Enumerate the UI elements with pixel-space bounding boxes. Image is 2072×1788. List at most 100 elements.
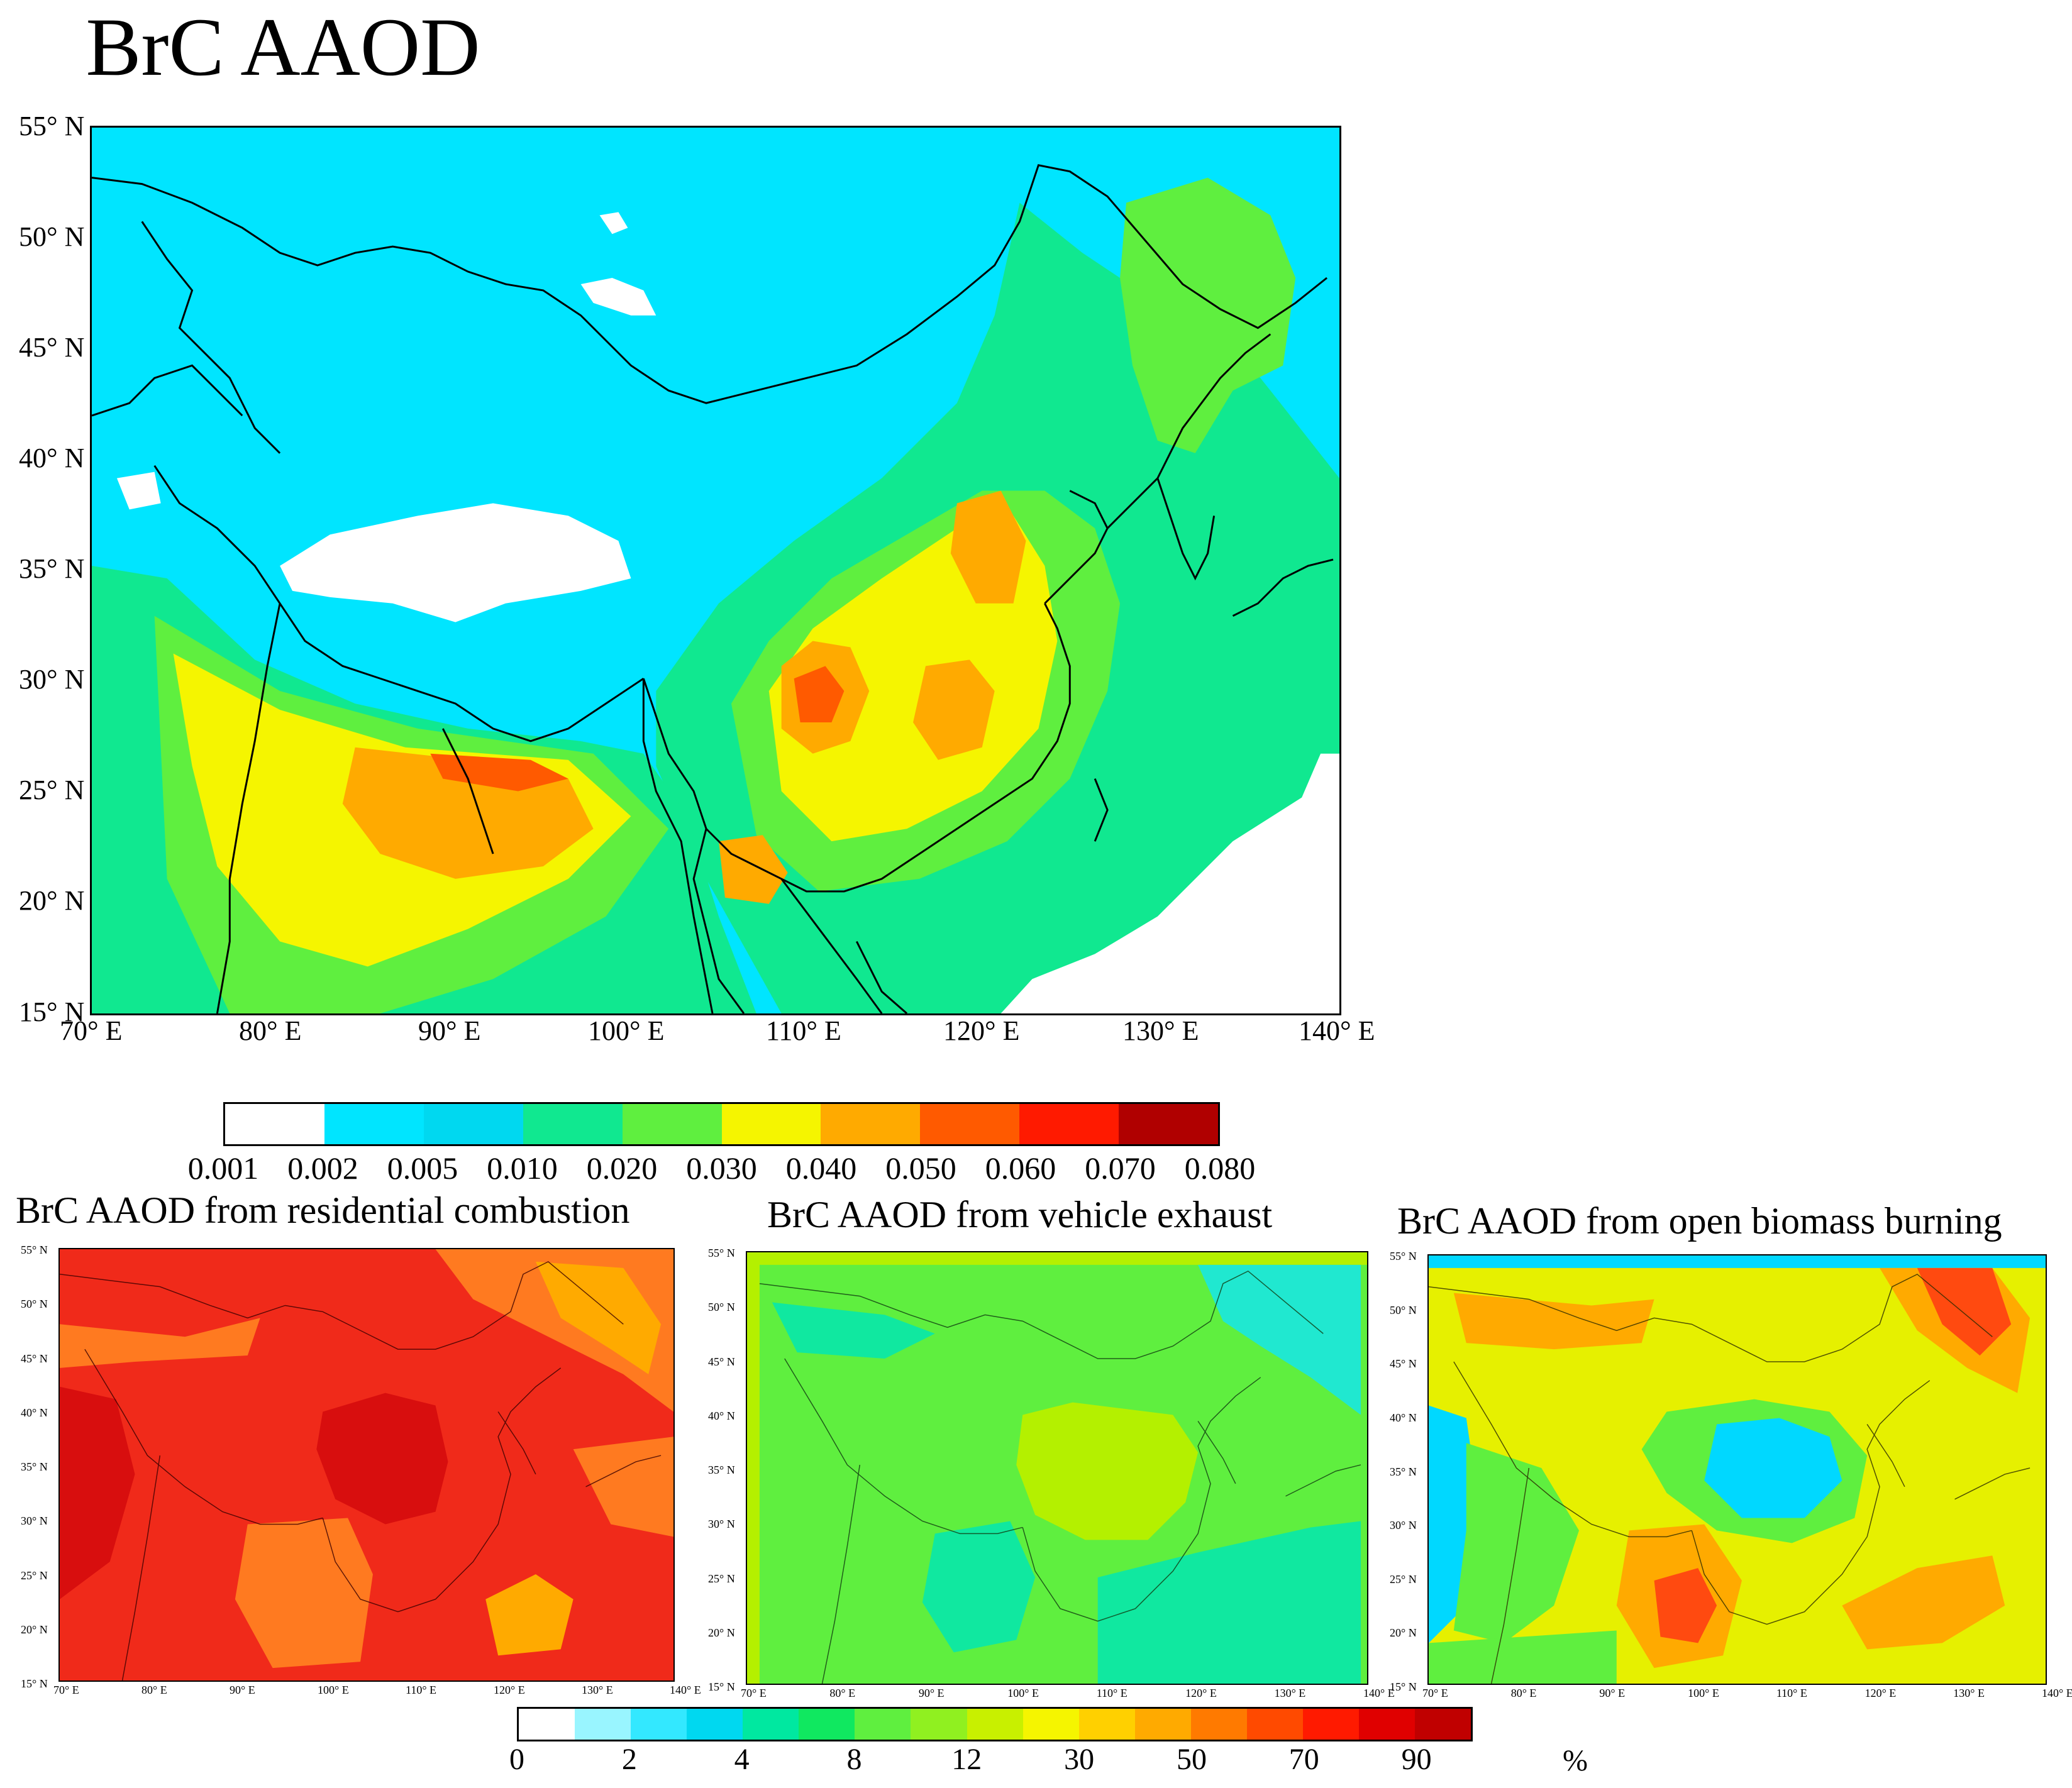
colorbar-swatch	[631, 1709, 687, 1740]
small-map-lat-label: 20° N	[21, 1623, 48, 1636]
small-map-lat-label: 45° N	[1390, 1357, 1417, 1371]
colorbar-tick-label: 2	[621, 1743, 637, 1776]
contour-orange-east	[573, 1437, 673, 1537]
colorbar-swatch	[519, 1709, 575, 1740]
colorbar-unit-label: %	[1563, 1744, 1588, 1777]
main-lat-label-20: 20° N	[19, 885, 85, 916]
colorbar-tick-label: 0.050	[885, 1151, 956, 1186]
small-map-lat-label: 30° N	[21, 1515, 48, 1528]
main-lat-label-25: 25° N	[19, 775, 85, 805]
small-map-lon-label: 140° E	[670, 1684, 701, 1696]
contour-cyan-central	[1704, 1418, 1842, 1518]
small-map-lat-label: 25° N	[1390, 1572, 1417, 1586]
small-map-lat-label: 20° N	[1390, 1626, 1417, 1640]
contour-red-ganges	[430, 753, 568, 792]
bottom-colorbar	[517, 1707, 1473, 1741]
contour-lightgreen-northeast	[1120, 177, 1296, 453]
small-map-lon-label: 110° E	[1096, 1687, 1127, 1699]
small-map-lat-label: 35° N	[1390, 1465, 1417, 1478]
small-map-lon-label: 90° E	[230, 1684, 255, 1696]
small-map-lat-label: 30° N	[1390, 1519, 1417, 1532]
colorbar-tick-label: 0.040	[785, 1151, 857, 1186]
contour-orange-indochina	[235, 1518, 373, 1669]
blank-pacific	[1000, 753, 1339, 1013]
colorbar-swatch	[1078, 1709, 1135, 1740]
colorbar-tick-label: 90	[1401, 1743, 1432, 1776]
colorbar-swatch	[821, 1104, 921, 1144]
small-map-lon-label: 90° E	[918, 1687, 945, 1699]
small-map-lon-label: 140° E	[2042, 1687, 2072, 1699]
colorbar-tick-label: 0.030	[686, 1151, 757, 1186]
contour-red-northeast	[1917, 1267, 2012, 1356]
colorbar-swatch	[1246, 1709, 1303, 1740]
contour-cyan-northeast	[1198, 1264, 1361, 1415]
small-map-lat-label: 25° N	[708, 1572, 735, 1585]
colorbar-swatch	[1022, 1709, 1079, 1740]
contour-amber-sea	[485, 1574, 573, 1656]
main-lat-label-50: 50° N	[19, 221, 85, 252]
small-map-lon-label: 80° E	[829, 1687, 856, 1699]
colorbar-swatch	[855, 1709, 911, 1740]
small-map-lat-label: 20° N	[708, 1626, 735, 1639]
small-map-lon-label: 120° E	[1185, 1687, 1217, 1699]
small-map-lon-label: 70° E	[53, 1684, 79, 1696]
colorbar-swatch	[324, 1104, 424, 1144]
small-map-lon-label: 130° E	[582, 1684, 613, 1696]
colorbar-swatch	[622, 1104, 722, 1144]
small-map-lon-label: 130° E	[1953, 1687, 1985, 1699]
small-map-lat-label: 30° N	[708, 1518, 735, 1531]
colorbar-tick-label: 0.002	[287, 1151, 358, 1186]
small-map-lon-label: 130° E	[1274, 1687, 1306, 1699]
small-map-lon-label: 100° E	[1007, 1687, 1039, 1699]
borders	[92, 164, 1334, 1013]
main-lon-label-110: 110° E	[766, 1015, 841, 1046]
colorbar-tick-label: 12	[951, 1743, 982, 1776]
small-map-lon-label: 100° E	[1688, 1687, 1719, 1699]
panel-title-biomass: BrC AAOD from open biomass burning	[1397, 1200, 2002, 1242]
small-map-lat-label: 50° N	[708, 1301, 735, 1314]
contour-lime-china	[1016, 1402, 1199, 1540]
contour-orange-sea	[1842, 1555, 2005, 1650]
colorbar-tick-label: 0.070	[1085, 1151, 1156, 1186]
blank-lake	[599, 212, 628, 235]
colorbar-swatch	[423, 1104, 523, 1144]
colorbar-tick-label: 0.005	[387, 1151, 458, 1186]
small-map-lat-label: 15° N	[21, 1677, 48, 1690]
small-map-lat-label: 40° N	[708, 1409, 735, 1422]
vehicle-map	[746, 1251, 1368, 1685]
small-map-lon-label: 80° E	[1510, 1687, 1537, 1699]
colorbar-tick-label: 0.010	[487, 1151, 558, 1186]
contour-amber-northeast	[535, 1261, 662, 1374]
contour-orange-north	[950, 490, 1026, 604]
blank-west	[116, 472, 161, 510]
colorbar-swatch	[967, 1709, 1023, 1740]
colorbar-tick-label: 0.020	[586, 1151, 658, 1186]
contour-orange-indochina	[718, 835, 788, 904]
small-map-lat-label: 55° N	[1390, 1250, 1417, 1262]
contour-cyan-top	[1429, 1255, 2046, 1268]
main-lon-label-70: 70° E	[60, 1015, 123, 1046]
colorbar-swatch	[911, 1709, 967, 1740]
main-lon-label-80: 80° E	[239, 1015, 302, 1046]
small-map-lon-label: 110° E	[406, 1684, 437, 1696]
small-map-lat-label: 35° N	[708, 1464, 735, 1476]
main-title: BrC AAOD	[86, 1, 480, 93]
small-map-lat-label: 15° N	[708, 1680, 735, 1693]
main-lon-label-90: 90° E	[418, 1015, 481, 1046]
contour-orange-north	[1453, 1293, 1654, 1350]
small-map-lat-label: 15° N	[1390, 1680, 1417, 1693]
contour-dark-central	[316, 1393, 448, 1525]
contour-green-west	[1453, 1443, 1580, 1643]
main-lat-label-30: 30° N	[19, 664, 85, 695]
colorbar-tick-label: 50	[1176, 1743, 1207, 1776]
small-map-lon-label: 70° E	[741, 1687, 767, 1699]
colorbar-swatch	[575, 1709, 631, 1740]
small-map-lon-label: 110° E	[1776, 1687, 1807, 1699]
small-map-lon-label: 140° E	[1363, 1687, 1395, 1699]
small-map-lat-label: 50° N	[21, 1298, 48, 1311]
borders	[759, 1270, 1361, 1684]
contour-teal-north	[772, 1302, 935, 1359]
main-map-field	[92, 128, 1339, 1013]
main-lon-label-130: 130° E	[1122, 1015, 1199, 1046]
biomass-map-field	[1429, 1255, 2046, 1684]
